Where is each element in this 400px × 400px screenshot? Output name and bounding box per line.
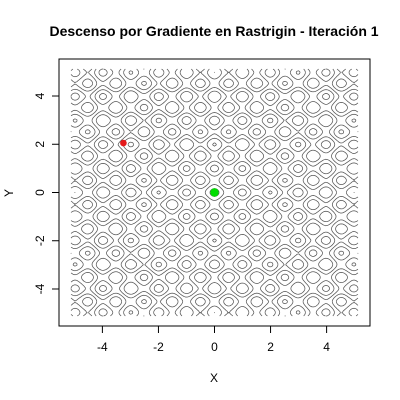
contour-level-line: [70, 68, 359, 317]
x-axis-label: X: [210, 371, 218, 385]
contour-level-line: [70, 68, 359, 317]
y-axis: -4 -2 0 2 4: [33, 92, 60, 294]
y-tick-label: -4: [33, 283, 47, 294]
y-tick-label: -2: [33, 235, 47, 246]
y-tick-label: 4: [33, 92, 47, 99]
x-axis: -4 -2 0 2 4: [97, 325, 330, 354]
x-tick-label: -2: [153, 340, 164, 354]
y-tick-label: 0: [33, 189, 47, 196]
contour-level-line: [70, 68, 359, 317]
data-points: [120, 139, 219, 197]
contour-level-line: [125, 115, 304, 270]
contour-level-line: [74, 71, 355, 314]
x-tick-label: 0: [211, 340, 218, 354]
x-tick-label: -4: [97, 340, 108, 354]
y-tick-label: 2: [33, 141, 47, 148]
x-tick-label: 2: [267, 340, 274, 354]
contour-lines: [70, 68, 359, 317]
optimum-point-green: [210, 188, 219, 197]
y-axis-label: Y: [2, 189, 16, 197]
chart-title: Descenso por Gradiente en Rastrigin - It…: [49, 23, 378, 39]
contour-level-line: [82, 78, 347, 307]
gradient-point-red: [120, 139, 127, 147]
x-tick-label: 4: [323, 340, 330, 354]
contour-level-line: [70, 68, 359, 317]
